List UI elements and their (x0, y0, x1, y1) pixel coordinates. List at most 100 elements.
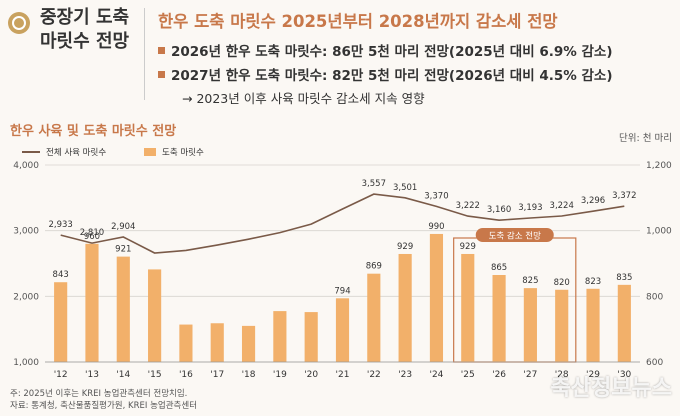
bar (492, 274, 506, 362)
x-tick-label: '17 (210, 370, 224, 380)
y-left-tick-label: 2,000 (13, 292, 39, 302)
x-tick-label: '28 (555, 370, 569, 380)
bar (523, 288, 537, 362)
square-bullet-icon (158, 70, 165, 78)
left-title-line2: 마릿수 전망 (40, 31, 130, 52)
line-value-label: 3,501 (393, 183, 417, 193)
notes: 주: 2025년 이후는 KREI 농업관측센터 전망치임. 자료: 통계청, … (10, 388, 197, 412)
forecast-pill (475, 228, 554, 242)
y-right-tick-label: 600 (646, 358, 663, 368)
x-tick-label: '18 (242, 370, 256, 380)
main-title: 한우 도축 마릿수 2025년부터 2028년까지 감소세 전망 (158, 12, 558, 31)
bar (116, 256, 130, 362)
arrow-note: → 2023년 이후 사육 마릿수 감소세 지속 영향 (182, 88, 425, 107)
bar (367, 273, 381, 362)
line-series-total (60, 193, 625, 254)
x-tick-label: '12 (54, 370, 68, 380)
arrow-right-icon: → (182, 91, 197, 106)
bar-value-label: 869 (366, 262, 382, 272)
x-tick-label: '15 (148, 370, 162, 380)
left-title-line1: 중장기 도축 (40, 7, 130, 28)
x-tick-label: '27 (523, 370, 537, 380)
section-title: 한우 사육 및 도축 마릿수 전망 (10, 124, 177, 139)
bullet-2: 2027년 한우 도축 마릿수: 82만 5천 마리 전망(2026년 대비 4… (158, 64, 613, 84)
arrow-note-text: 2023년 이후 사육 마릿수 감소세 지속 영향 (196, 91, 425, 106)
x-tick-label: '30 (617, 370, 631, 380)
square-bullet-icon (158, 46, 165, 54)
left-title: 중장기 도축 마릿수 전망 (40, 6, 129, 54)
y-right-tick-label: 800 (646, 292, 663, 302)
header: 중장기 도축 마릿수 전망 한우 도축 마릿수 2025년부터 2028년까지 … (0, 0, 680, 112)
y-left-tick-label: 3,000 (13, 227, 39, 237)
bar (461, 253, 475, 362)
line-value-label: 2,933 (48, 220, 72, 230)
cow-logo-icon (8, 12, 30, 34)
line-value-label: 3,557 (362, 179, 386, 189)
x-tick-label: '21 (336, 370, 350, 380)
bar (586, 288, 600, 362)
bar (273, 311, 287, 362)
bar (335, 298, 350, 362)
bar (85, 243, 99, 362)
line-value-label: 3,193 (518, 203, 542, 213)
legend-line-label: 전체 사육 마릿수 (46, 147, 106, 158)
x-tick-label: '26 (492, 370, 506, 380)
bar (555, 289, 569, 362)
bar (429, 233, 444, 362)
x-tick-label: '24 (429, 370, 443, 380)
bar (148, 269, 162, 362)
bar-value-label: 929 (397, 242, 413, 252)
line-value-label: 3,296 (581, 196, 605, 206)
bar-value-label: 794 (334, 286, 350, 296)
x-tick-label: '20 (304, 370, 318, 380)
line-value-label: 2,904 (111, 222, 135, 232)
bar-value-label: 990 (428, 222, 444, 232)
line-value-label: 2,810 (80, 228, 104, 238)
legend-bar-label: 도축 마릿수 (162, 147, 204, 158)
bullet-1: 2026년 한우 도축 마릿수: 86만 5천 마리 전망(2025년 대비 6… (158, 40, 613, 60)
y-left-tick-label: 4,000 (13, 161, 39, 171)
bullet-1-text: 2026년 한우 도축 마릿수: 86만 5천 마리 전망(2025년 대비 6… (171, 44, 613, 60)
bar-value-label: 843 (53, 270, 69, 280)
bar-value-label: 825 (522, 276, 538, 286)
bar-value-label: 960 (84, 232, 100, 242)
bar (179, 324, 193, 362)
line-value-label: 3,222 (456, 201, 480, 211)
y-left-tick-label: 1,000 (13, 358, 39, 368)
x-tick-label: '23 (398, 370, 412, 380)
header-divider (144, 8, 145, 100)
bar (398, 253, 412, 362)
x-tick-label: '14 (116, 370, 130, 380)
x-tick-label: '29 (586, 370, 600, 380)
y-right-tick-label: 1,000 (646, 227, 672, 237)
bullet-2-text: 2027년 한우 도축 마릿수: 82만 5천 마리 전망(2026년 대비 4… (171, 68, 613, 84)
x-tick-label: '22 (367, 370, 381, 380)
watermark: 축산정보뉴스 (550, 376, 672, 401)
bar-value-label: 820 (554, 278, 570, 288)
note-line-2: 자료: 통계청, 축산물품질평가원, KREI 농업관측센터 (10, 401, 198, 411)
legend-bar-swatch (144, 148, 156, 156)
line-value-label: 3,224 (550, 201, 574, 211)
bar (304, 312, 318, 362)
unit-label: 단위: 천 마리 (619, 133, 672, 144)
bar-value-label: 835 (616, 273, 632, 283)
bar (617, 284, 631, 362)
line-value-label: 3,370 (424, 191, 448, 201)
line-value-label: 3,372 (612, 191, 636, 201)
bar-value-label: 865 (491, 263, 507, 273)
x-tick-label: '25 (461, 370, 475, 380)
bar (241, 325, 256, 362)
x-tick-label: '13 (85, 370, 99, 380)
bar (54, 282, 68, 362)
x-tick-label: '16 (179, 370, 193, 380)
bar-value-label: 921 (115, 245, 131, 255)
x-tick-label: '19 (273, 370, 287, 380)
forecast-pill-label: 도축 감소 전망 (489, 231, 542, 242)
bar-value-label: 823 (585, 277, 601, 287)
y-right-tick-label: 1,200 (646, 161, 672, 171)
line-value-label: 3,160 (487, 205, 511, 215)
bar-value-label: 929 (460, 242, 476, 252)
note-line-1: 주: 2025년 이후는 KREI 농업관측센터 전망치임. (10, 389, 188, 399)
bar (210, 323, 224, 362)
